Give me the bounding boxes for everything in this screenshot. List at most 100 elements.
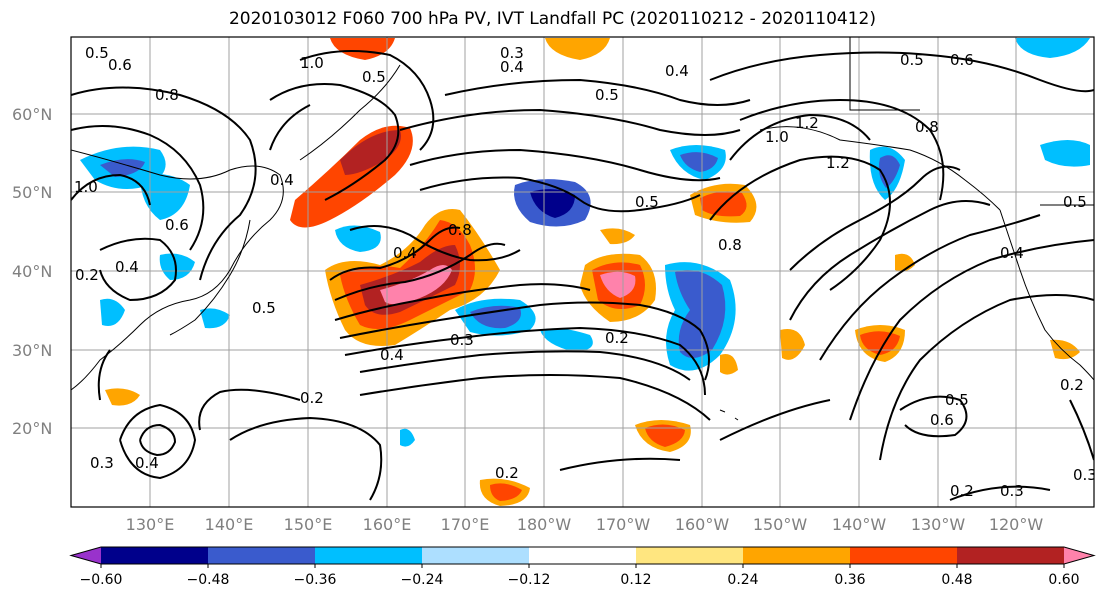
contour-label: 0.4 <box>500 58 524 76</box>
shade-blob <box>100 159 145 177</box>
contour-label: 0.4 <box>380 346 404 364</box>
contour-label: 0.3 <box>1073 466 1097 484</box>
contour-label: 0.6 <box>108 56 132 74</box>
contour-label: 0.5 <box>85 44 109 62</box>
map-frame <box>71 37 1094 507</box>
na-westcoast <box>999 209 1094 381</box>
colorbar-segment <box>315 547 423 564</box>
shade-blob <box>140 173 190 220</box>
shade-blob <box>895 253 915 272</box>
colorbar-segment <box>957 547 1065 564</box>
contour-label: 0.5 <box>635 193 659 211</box>
contour-label: 0.6 <box>930 411 954 429</box>
contour-label: 0.2 <box>605 329 629 347</box>
lon-label: 140°W <box>832 515 887 534</box>
colorbar-segment <box>743 547 851 564</box>
contour-label: 0.2 <box>495 464 519 482</box>
contour-label: 0.5 <box>595 86 619 104</box>
colorbar-tick-label: 0.60 <box>1048 572 1079 588</box>
colorbar-segment <box>850 547 958 564</box>
contour-label: 1.2 <box>826 154 850 172</box>
map-border <box>70 36 1095 508</box>
contour-labels: 0.5 0.6 1.0 0.3 0.4 0.5 0.8 0.5 0.4 0.5 … <box>74 44 1097 500</box>
contour-label: 1.2 <box>795 114 819 132</box>
hawaii <box>719 409 739 421</box>
lat-label: 20°N <box>12 419 52 438</box>
contour-label: 0.8 <box>155 86 179 104</box>
pv-shading <box>80 38 1090 506</box>
shade-blob <box>340 130 401 175</box>
shade-blob <box>860 331 900 355</box>
colorbar-segment <box>101 547 209 564</box>
colorbar-extend-high <box>1064 547 1094 564</box>
lon-label: 170°W <box>596 515 651 534</box>
lon-axis: 130°E 140°E 150°E 160°E 170°E 180°W 170°… <box>126 515 1044 534</box>
contour-label: 0.3 <box>1000 482 1024 500</box>
lon-label: 170°E <box>441 515 490 534</box>
shade-blob <box>200 308 230 329</box>
colorbar-extend-low <box>71 547 101 564</box>
shade-blob <box>645 424 685 447</box>
shade-blob <box>545 38 610 60</box>
contour-label: 0.8 <box>718 236 742 254</box>
colorbar-tick-label: −0.60 <box>80 572 123 588</box>
contour-label: 0.6 <box>165 216 189 234</box>
contour-label: 0.4 <box>135 454 159 472</box>
shade-blob <box>720 354 738 375</box>
shade-blob <box>540 328 593 352</box>
shade-blob <box>400 428 415 447</box>
contour-label: 0.6 <box>950 51 974 69</box>
asia-coast <box>71 149 284 391</box>
pv-contours <box>71 50 1094 501</box>
lon-label: 150°W <box>753 515 808 534</box>
lon-label: 120°W <box>989 515 1044 534</box>
lon-label: 150°E <box>284 515 333 534</box>
contour-label: 0.4 <box>393 244 417 262</box>
contour-label: 0.2 <box>950 482 974 500</box>
shade-blob <box>490 483 522 501</box>
colorbar-tick-label: 0.24 <box>727 572 758 588</box>
shade-blob <box>680 152 718 172</box>
lat-axis: 60°N 50°N 40°N 30°N 20°N <box>12 105 52 438</box>
lon-label: 160°E <box>363 515 412 534</box>
contour-label: 0.4 <box>115 258 139 276</box>
shade-blob <box>335 225 381 252</box>
chart-title: 2020103012 F060 700 hPa PV, IVT Landfall… <box>228 9 876 29</box>
contour-label: 0.3 <box>450 331 474 349</box>
contour-label: 0.8 <box>448 221 472 239</box>
lat-label: 40°N <box>12 262 52 281</box>
colorbar-segment <box>208 547 316 564</box>
canada-border <box>849 37 920 111</box>
colorbar-tick-label: −0.36 <box>294 572 337 588</box>
lon-label: 130°W <box>911 515 966 534</box>
colorbar-segment <box>636 547 744 564</box>
colorbar-tick-label: −0.48 <box>187 572 230 588</box>
shade-blob <box>675 270 726 359</box>
contour-label: 1.0 <box>765 128 789 146</box>
lon-label: 160°W <box>675 515 730 534</box>
shade-blob <box>380 265 452 305</box>
shade-blob <box>780 329 805 360</box>
shade-blob <box>1040 140 1090 167</box>
graticule <box>71 37 1094 507</box>
contour-label: 0.4 <box>1000 244 1024 262</box>
shade-blob <box>470 305 521 329</box>
contour-label: 0.5 <box>1063 193 1087 211</box>
lon-label: 130°E <box>126 515 175 534</box>
shade-blob <box>159 253 195 280</box>
contour-label: 1.0 <box>300 54 324 72</box>
shade-blob <box>530 189 575 218</box>
contour-label: 0.5 <box>362 68 386 86</box>
contour-label: 0.3 <box>500 44 524 62</box>
japan-coast <box>169 219 251 336</box>
shade-blob <box>105 388 140 406</box>
colorbar-tick-label: −0.24 <box>401 572 444 588</box>
colorbar-tick-label: −0.12 <box>508 572 551 588</box>
lat-label: 60°N <box>12 105 52 124</box>
contour-label: 1.0 <box>74 178 98 196</box>
shade-blob <box>330 38 395 60</box>
contour-label: 0.5 <box>252 299 276 317</box>
lon-label: 140°E <box>205 515 254 534</box>
colorbar-tick-label: 0.48 <box>941 572 972 588</box>
